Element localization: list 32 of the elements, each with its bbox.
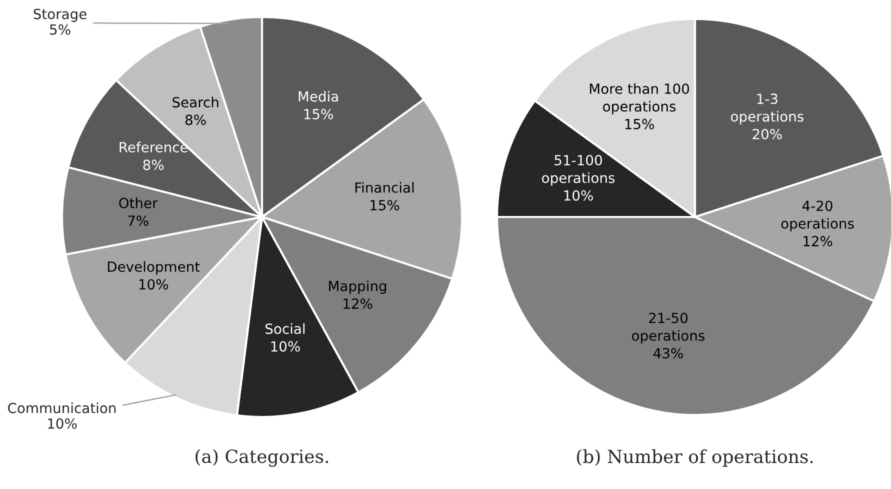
data-label: 10% (48, 418, 77, 429)
slice-label: Media (298, 90, 338, 102)
data-label: 10% (271, 341, 300, 352)
data-label: 15% (625, 118, 654, 130)
slice-label: 1-3 operations (730, 94, 804, 124)
data-label: 12% (804, 236, 832, 246)
text: (a) Categories. (196, 449, 328, 467)
slice-label: Reference (120, 142, 188, 152)
data-label: 20% (752, 128, 782, 140)
slice-label: Communication (8, 402, 116, 414)
slice-label: More than 100 operations (590, 83, 690, 114)
slice-label: Mapping (329, 280, 386, 294)
slice-label: 21-50 operations (632, 312, 704, 344)
data-label: 5% (50, 24, 70, 35)
slice-label: 51-100 operations (542, 154, 615, 186)
data-label: 15% (304, 108, 333, 120)
slice-label: Storage (34, 8, 86, 22)
data-label: 43% (653, 348, 683, 358)
slice-label: Development (108, 261, 200, 275)
data-label: 7% (128, 215, 148, 226)
data-label: 8% (185, 114, 206, 126)
data-label: 10% (564, 190, 593, 201)
slice-label: Other (119, 198, 158, 208)
data-label: 12% (344, 298, 372, 309)
data-label: 8% (143, 160, 164, 170)
slice-label: Financial (355, 182, 414, 193)
text: (b) Number of operations. (576, 449, 813, 467)
data-label: 10% (139, 279, 168, 290)
data-label: 15% (370, 200, 400, 210)
slice-label: Social (266, 323, 305, 334)
slice-label: 4-20 operations (781, 200, 854, 232)
slice-label: Search (172, 96, 218, 108)
